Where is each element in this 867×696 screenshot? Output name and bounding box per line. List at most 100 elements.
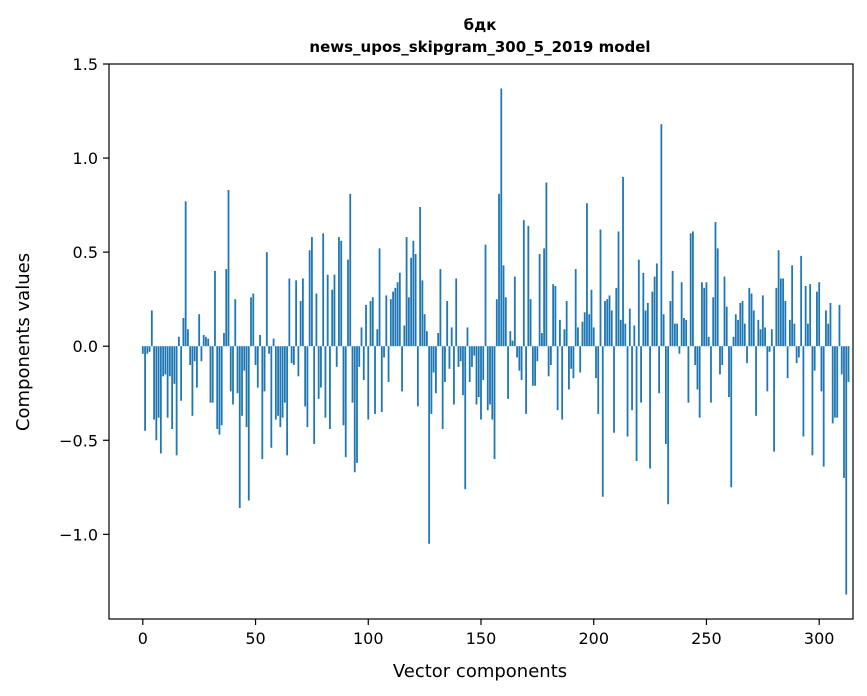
bar-component-137: [450, 327, 453, 347]
bar-component-128: [430, 346, 433, 414]
y-axis-label: Components values: [13, 253, 34, 431]
bar-component-70: [299, 301, 302, 347]
bar-component-116: [403, 325, 406, 347]
bar-component-184: [556, 346, 559, 411]
bar-component-226: [651, 291, 654, 347]
bar-component-90: [344, 346, 347, 458]
bar-component-295: [807, 323, 809, 347]
bar-component-221: [640, 346, 642, 403]
bar-component-307: [834, 346, 836, 418]
chart-title-line1: бдк: [464, 16, 497, 34]
bar-component-103: [374, 346, 376, 414]
bar-component-95: [356, 346, 358, 463]
bar-component-259: [725, 306, 728, 347]
y-tick-label-4: 1.0: [73, 149, 98, 168]
bar-component-113: [396, 282, 399, 347]
bar-component-85: [333, 274, 336, 347]
bar-component-260: [728, 346, 730, 397]
bar-component-204: [601, 346, 604, 497]
bar-component-36: [223, 333, 225, 347]
bar-component-230: [660, 124, 663, 347]
bar-component-215: [626, 346, 629, 437]
y-tick-label-5: 1.5: [73, 55, 98, 74]
bar-component-15: [175, 346, 178, 456]
bar-component-242: [687, 346, 690, 403]
bar-component-17: [180, 346, 183, 401]
bar-component-135: [446, 301, 449, 347]
bar-component-0: [141, 346, 144, 354]
bar-component-40: [232, 346, 234, 405]
bar-component-214: [624, 323, 627, 347]
bar-component-21: [189, 346, 192, 366]
bar-component-183: [554, 286, 557, 347]
bar-component-4: [150, 310, 153, 347]
bar-component-62: [281, 346, 284, 418]
bar-component-286: [786, 346, 789, 379]
bar-component-89: [342, 346, 345, 426]
bar-component-96: [358, 346, 361, 367]
bar-component-59: [274, 346, 277, 420]
bar-component-166: [516, 346, 518, 358]
bar-component-205: [604, 301, 606, 347]
bar-component-50: [254, 346, 257, 366]
bar-component-104: [376, 329, 379, 347]
bar-component-105: [378, 248, 381, 347]
bar-component-19: [184, 201, 187, 347]
bar-component-203: [599, 229, 602, 347]
bar-component-122: [416, 346, 419, 407]
bar-component-33: [216, 346, 219, 429]
bar-component-28: [205, 336, 207, 347]
bar-component-155: [491, 346, 494, 420]
bar-component-156: [493, 346, 496, 460]
bar-component-264: [737, 319, 739, 347]
bar-component-197: [586, 203, 588, 347]
bar-component-7: [157, 346, 160, 418]
bar-component-254: [714, 222, 717, 347]
bar-component-125: [423, 314, 426, 347]
bar-component-102: [371, 297, 374, 347]
bar-component-180: [547, 346, 550, 377]
bar-component-178: [543, 248, 546, 347]
bar-component-52: [259, 334, 261, 347]
bar-component-53: [261, 346, 264, 460]
bar-component-133: [441, 346, 444, 429]
bar-component-239: [680, 282, 683, 347]
bar-component-225: [649, 346, 651, 469]
bar-component-223: [644, 310, 647, 347]
bar-component-210: [615, 287, 618, 347]
bar-component-159: [500, 88, 503, 347]
bar-component-306: [831, 346, 834, 424]
bar-component-74: [308, 250, 311, 347]
bar-component-56: [268, 346, 270, 354]
bar-component-2: [146, 346, 149, 354]
bar-component-240: [683, 317, 685, 347]
bar-component-236: [673, 323, 676, 347]
bar-component-206: [606, 299, 609, 347]
bar-component-6: [155, 346, 158, 441]
bar-component-100: [367, 346, 370, 420]
bar-component-136: [448, 346, 451, 369]
bar-component-145: [468, 346, 471, 382]
x-tick-label-100: 100: [353, 629, 384, 648]
bar-component-169: [522, 220, 525, 347]
bar-component-138: [453, 346, 455, 405]
bars-group: [141, 88, 850, 595]
bar-component-16: [177, 336, 180, 347]
bar-component-275: [761, 295, 764, 347]
bar-component-117: [405, 237, 408, 347]
bar-component-44: [241, 346, 243, 416]
y-tick-label-3: 0.5: [73, 243, 98, 262]
bar-component-144: [466, 327, 469, 347]
bar-component-127: [428, 346, 431, 544]
y-axis-ticks: −1.0 −0.5 0.0 0.5 1.0 1.5: [59, 55, 109, 544]
bar-component-114: [398, 272, 401, 347]
bar-component-288: [791, 265, 794, 347]
bar-component-222: [642, 272, 645, 347]
bar-component-119: [410, 257, 413, 347]
bar-component-283: [779, 278, 782, 347]
bar-component-292: [800, 255, 803, 347]
bar-component-194: [579, 346, 582, 373]
bar-component-42: [236, 346, 239, 394]
bar-component-193: [577, 327, 579, 347]
bar-component-191: [572, 346, 575, 379]
